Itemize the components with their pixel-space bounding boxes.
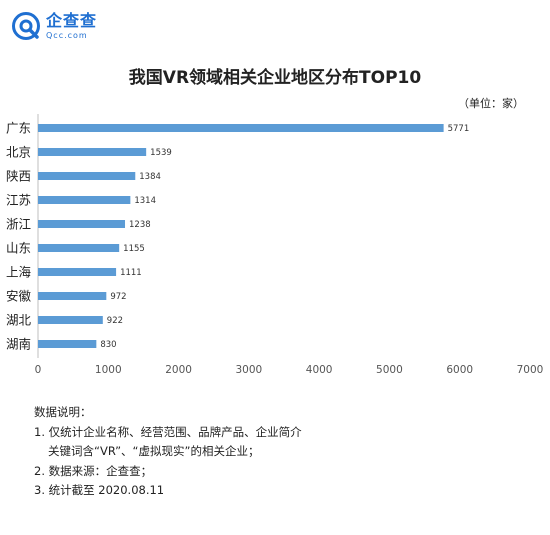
data-label: 1539 — [150, 148, 172, 158]
bar — [38, 148, 147, 156]
notes-heading: 数据说明： — [34, 405, 92, 419]
data-label: 830 — [100, 340, 116, 350]
data-notes: 数据说明： 1. 仅统计企业名称、经营范围、品牌产品、企业简介 关键词含“VR”… — [34, 403, 302, 501]
chart-title: 我国VR领域相关企业地区分布TOP10 — [128, 68, 422, 88]
category-label: 广东 — [6, 121, 31, 136]
bar — [38, 316, 103, 324]
x-tick-label: 6000 — [446, 364, 473, 376]
brand-name: 企查查 — [46, 10, 98, 30]
notes-item-2: 2. 数据来源：企查查； — [34, 463, 153, 478]
bar — [38, 292, 107, 300]
notes-item-3: 3. 统计截至 2020.08.11 — [34, 483, 165, 497]
category-label: 北京 — [6, 145, 31, 160]
category-label: 湖南 — [6, 337, 31, 352]
data-label: 922 — [107, 316, 123, 326]
bar — [38, 172, 136, 180]
data-label: 1111 — [120, 268, 142, 278]
data-label: 1384 — [139, 172, 161, 182]
x-tick-label: 7000 — [517, 364, 544, 376]
x-tick-label: 1000 — [95, 364, 122, 376]
bar-chart: 广东 5771 北京 1539 陕西 1384 江苏 1314 浙江 1238 山东 1155 上海 11… — [6, 114, 544, 376]
bar — [38, 196, 131, 204]
x-tick-label: 3000 — [235, 364, 262, 376]
x-tick-label: 0 — [35, 364, 42, 376]
bar — [38, 340, 97, 348]
data-label: 1238 — [129, 220, 151, 230]
x-tick-label: 2000 — [165, 364, 192, 376]
data-label: 1155 — [123, 244, 145, 254]
bar — [38, 220, 126, 228]
data-label: 5771 — [448, 124, 470, 134]
brand-domain: Qcc.com — [46, 30, 88, 40]
data-label: 1314 — [134, 196, 156, 206]
notes-item-1: 1. 仅统计企业名称、经营范围、品牌产品、企业简介 — [34, 424, 302, 439]
category-label: 上海 — [6, 265, 32, 280]
x-tick-label: 4000 — [306, 364, 333, 376]
data-label: 972 — [110, 292, 126, 302]
category-label: 山东 — [6, 241, 31, 256]
bar — [38, 268, 117, 276]
category-label: 湖北 — [6, 313, 32, 328]
category-label: 安徽 — [6, 289, 32, 304]
category-label: 江苏 — [6, 193, 31, 208]
category-label: 浙江 — [6, 217, 31, 232]
qcc-logo-icon — [12, 12, 40, 40]
bar — [38, 124, 444, 132]
unit-label: （单位：家） — [458, 97, 524, 110]
notes-item-1-cont: 关键词含“VR”、“虚拟现实”的相关企业； — [48, 444, 260, 458]
x-tick-label: 5000 — [376, 364, 403, 376]
category-label: 陕西 — [6, 169, 31, 184]
bar — [38, 244, 120, 252]
qcc-logo: 企查查 Qcc.com — [12, 12, 97, 40]
